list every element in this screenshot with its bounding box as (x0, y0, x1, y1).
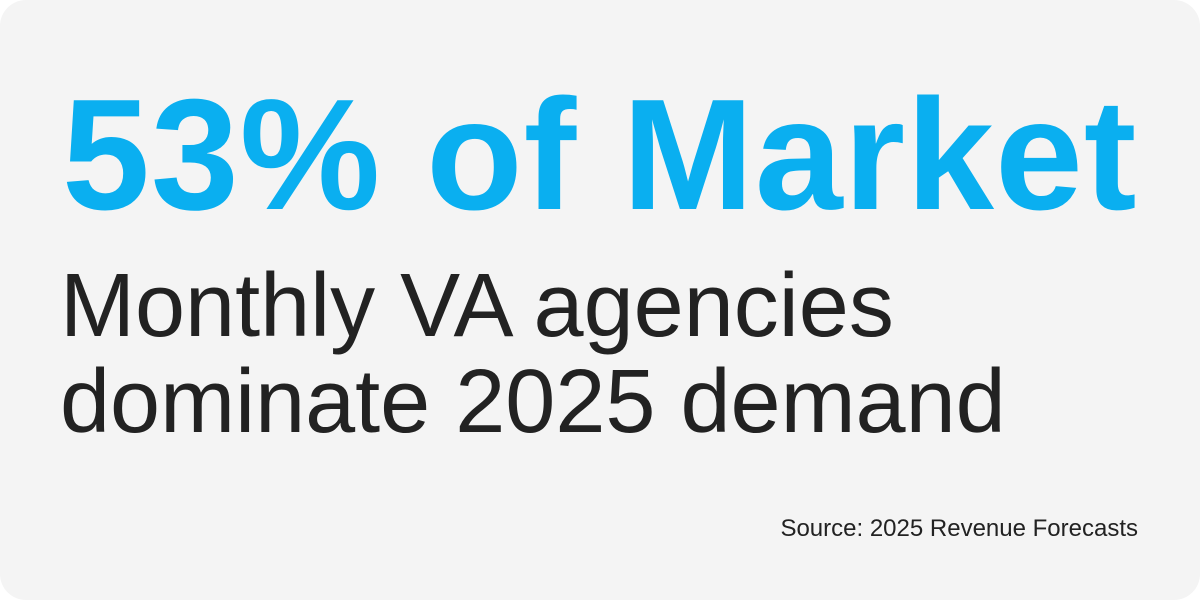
subtitle-line-2: dominate 2025 demand (60, 352, 1006, 452)
subtitle: Monthly VA agencies dominate 2025 demand (60, 258, 1006, 450)
headline-stat: 53% of Market (62, 67, 1138, 243)
source-note: Source: 2025 Revenue Forecasts (780, 515, 1138, 542)
subtitle-line-1: Monthly VA agencies (60, 256, 894, 356)
